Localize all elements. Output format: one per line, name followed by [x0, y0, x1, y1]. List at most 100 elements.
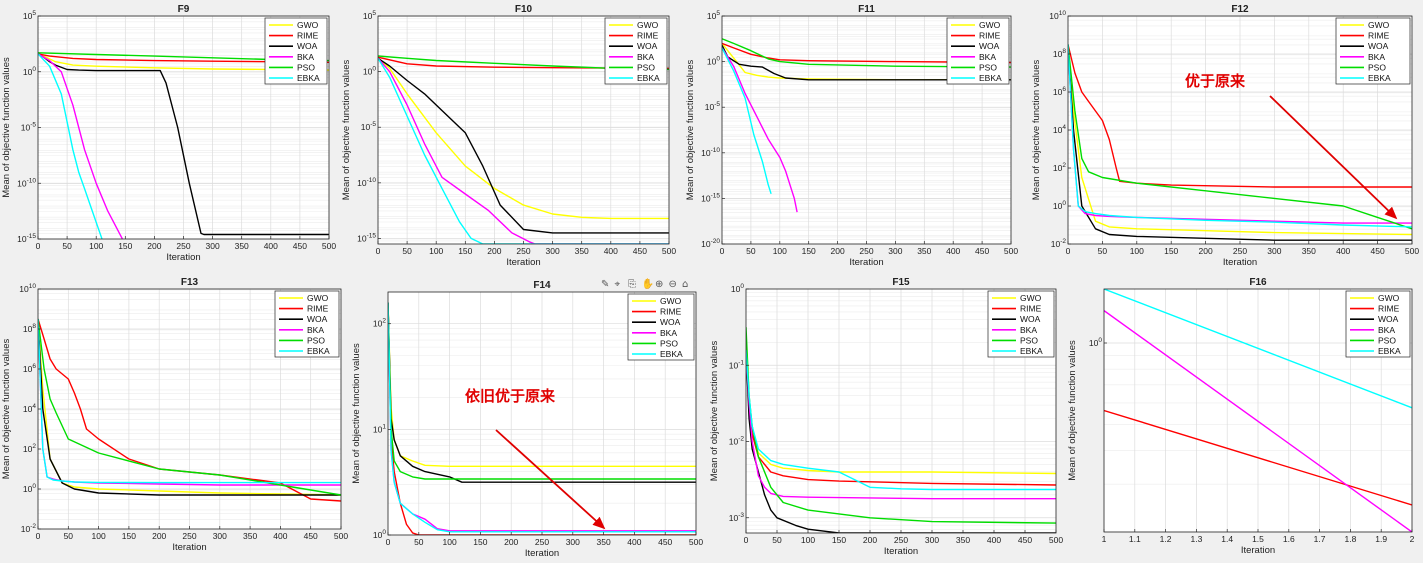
x-tick-label: 400	[273, 531, 287, 541]
chart-title: F11	[858, 4, 875, 15]
x-tick-label: 1	[1102, 534, 1107, 544]
x-tick-label: 1.6	[1283, 534, 1295, 544]
x-axis-label: Iteration	[506, 257, 540, 268]
legend-label-gwo: GWO	[307, 293, 329, 303]
x-tick-label: 400	[604, 246, 618, 256]
x-tick-label: 300	[213, 531, 227, 541]
y-axis-label: Mean of objective function values	[685, 60, 696, 201]
x-tick-label: 50	[64, 531, 74, 541]
legend-label-rime: RIME	[660, 307, 682, 317]
data-tip-icon[interactable]: ⌖	[615, 279, 621, 290]
pan-icon[interactable]: ✋	[642, 277, 654, 290]
x-tick-label: 400	[264, 241, 278, 251]
x-tick-label: 300	[888, 246, 902, 256]
x-tick-label: 200	[863, 535, 877, 545]
x-tick-label: 150	[118, 241, 132, 251]
chart-title: F16	[1249, 277, 1267, 288]
chart-panel-F13: 0 50 100 150 200 250 300 350 400 450 50010-2100102…	[1, 277, 348, 553]
x-tick-label: 50	[1098, 246, 1108, 256]
chart-panel-F12: 0 50 100 150 200 250 300 350 400 450 50010-2100102…	[1031, 4, 1419, 268]
legend: GWORIMEWOABKAPSOEBKA	[605, 18, 667, 84]
legend-label-pso: PSO	[660, 338, 678, 348]
chart-panel-F9: 0 50 100 150 200 250 300 350 400 450 50010-1510-10…	[1, 4, 336, 263]
legend-label-woa: WOA	[979, 41, 1000, 51]
x-tick-label: 100	[801, 535, 815, 545]
export-icon[interactable]: ⎘	[628, 279, 636, 290]
x-tick-label: 50	[402, 246, 412, 256]
x-tick-label: 250	[182, 531, 196, 541]
legend-label-rime: RIME	[297, 31, 319, 41]
x-tick-label: 0	[36, 531, 41, 541]
legend-label-bka: BKA	[1020, 325, 1037, 335]
legend-label-ebka: EBKA	[1020, 346, 1043, 356]
annotation-text: 依旧优于原来	[465, 387, 556, 405]
x-tick-label: 50	[772, 535, 782, 545]
x-tick-label: 250	[176, 241, 190, 251]
x-tick-label: 150	[458, 246, 472, 256]
brush-icon[interactable]: ✎	[601, 279, 609, 290]
chart-title: F10	[515, 4, 533, 15]
x-tick-label: 250	[894, 535, 908, 545]
legend-label-ebka: EBKA	[637, 73, 660, 83]
x-tick-label: 350	[956, 535, 970, 545]
x-tick-label: 450	[658, 537, 672, 547]
axes-toolbar[interactable]: ✎ ⌖ ⎘ ✋ ⊕ ⊖ ⌂	[601, 277, 688, 290]
chart-panel-F10: 0 50 100 150 200 250 300 350 400 450 500 10-15 10-10…	[341, 4, 676, 268]
legend-label-rime: RIME	[1368, 31, 1390, 41]
x-tick-label: 500	[1004, 246, 1018, 256]
legend-label-ebka: EBKA	[1378, 346, 1401, 356]
x-axis-label: Iteration	[1223, 257, 1257, 268]
x-tick-label: 0	[720, 246, 725, 256]
x-tick-label: 100	[92, 531, 106, 541]
x-tick-label: 350	[1302, 246, 1316, 256]
y-axis-label: Mean of objective function values	[1031, 60, 1042, 201]
legend-label-pso: PSO	[1368, 62, 1386, 72]
x-axis-label: Iteration	[166, 252, 200, 263]
legend-label-bka: BKA	[1378, 325, 1395, 335]
x-tick-label: 400	[987, 535, 1001, 545]
x-tick-label: 100	[1130, 246, 1144, 256]
x-tick-label: 1.4	[1221, 534, 1233, 544]
legend-label-woa: WOA	[660, 317, 681, 327]
x-tick-label: 350	[597, 537, 611, 547]
legend-label-gwo: GWO	[979, 20, 1001, 30]
y-axis-label: Mean of objective function values	[1067, 340, 1078, 481]
zoom-in-icon[interactable]: ⊕	[655, 279, 663, 290]
zoom-out-icon[interactable]: ⊖	[669, 279, 677, 290]
x-tick-label: 450	[293, 241, 307, 251]
x-tick-label: 400	[627, 537, 641, 547]
x-tick-label: 150	[473, 537, 487, 547]
home-icon[interactable]: ⌂	[682, 279, 688, 290]
y-axis-label: Mean of objective function values	[709, 341, 720, 482]
x-tick-label: 0	[376, 246, 381, 256]
x-axis-label: Iteration	[849, 257, 883, 268]
x-tick-label: 150	[832, 535, 846, 545]
x-tick-label: 0	[386, 537, 391, 547]
legend-label-woa: WOA	[1378, 314, 1399, 324]
legend: GWORIMEWOABKAPSOEBKA	[628, 294, 694, 360]
x-tick-label: 250	[516, 246, 530, 256]
x-tick-label: 200	[487, 246, 501, 256]
legend-label-pso: PSO	[1020, 335, 1038, 345]
x-tick-label: 0	[36, 241, 41, 251]
legend-label-bka: BKA	[637, 52, 654, 62]
x-tick-label: 350	[575, 246, 589, 256]
y-axis-label: Mean of objective function values	[1, 339, 12, 480]
x-tick-label: 2	[1410, 534, 1415, 544]
chart-title: F13	[181, 277, 199, 288]
x-tick-label: 500	[322, 241, 336, 251]
legend-label-bka: BKA	[979, 52, 996, 62]
legend-label-woa: WOA	[1368, 41, 1389, 51]
chart-title: F14	[533, 280, 551, 291]
legend-label-rime: RIME	[307, 304, 329, 314]
legend-label-bka: BKA	[660, 328, 677, 338]
legend-label-woa: WOA	[637, 41, 658, 51]
x-tick-label: 1.5	[1252, 534, 1264, 544]
x-tick-label: 1.1	[1129, 534, 1141, 544]
y-axis-label: Mean of objective function values	[1, 57, 12, 198]
legend-label-pso: PSO	[1378, 335, 1396, 345]
x-tick-label: 50	[414, 537, 424, 547]
x-tick-label: 200	[152, 531, 166, 541]
